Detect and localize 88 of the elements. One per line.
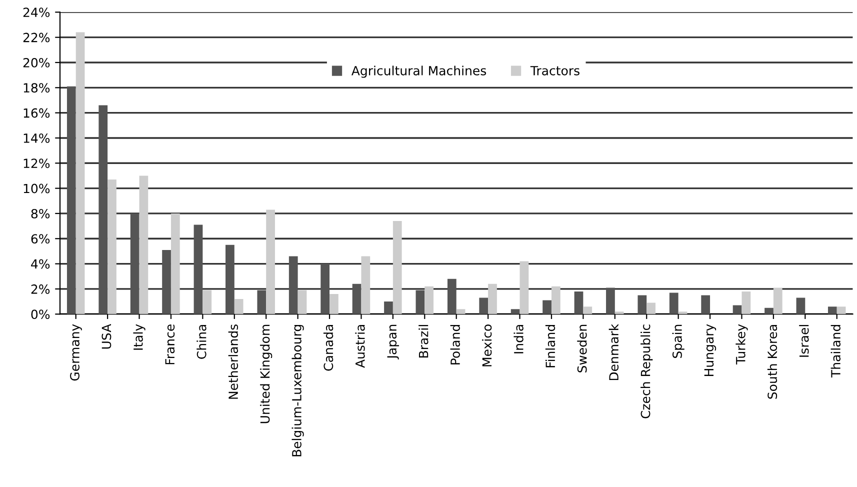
- bar: [202, 290, 212, 314]
- x-tick-label: Poland: [450, 324, 460, 364]
- x-tick-label: Netherlands: [228, 324, 238, 399]
- bar: [606, 288, 615, 314]
- bar: [773, 288, 782, 314]
- y-tick-label: 18%: [24, 83, 50, 93]
- bar: [678, 312, 688, 314]
- bar: [574, 291, 584, 314]
- x-tick-label: Canada: [323, 324, 334, 371]
- bar: [392, 221, 402, 314]
- bar: [701, 295, 710, 314]
- bar: [424, 286, 434, 314]
- x-tick-label: Thailand: [830, 324, 840, 378]
- bar: [352, 284, 362, 314]
- bar: [108, 180, 116, 314]
- bar: [732, 305, 742, 314]
- y-tick-label: 10%: [24, 184, 50, 194]
- y-tick-label: 6%: [31, 234, 50, 244]
- bar: [288, 256, 298, 314]
- bar: [170, 213, 180, 314]
- x-tick-label: Hungary: [704, 324, 716, 376]
- bar: [646, 302, 656, 314]
- bar: [742, 291, 751, 314]
- x-tick-label: Czech Republic: [640, 324, 653, 418]
- x-tick-label: Germany: [70, 324, 82, 381]
- bar: [76, 32, 85, 314]
- bar: [488, 284, 497, 314]
- legend-label: Tractors: [530, 66, 580, 76]
- y-tick-label: 14%: [24, 133, 50, 143]
- y-tick-label: 20%: [23, 58, 50, 68]
- y-tick-label: 8%: [31, 208, 50, 218]
- bar: [447, 278, 456, 314]
- x-tick-label: Denmark: [608, 324, 619, 380]
- x-tick-label: Finland: [545, 324, 556, 368]
- x-tick-label: United Kingdom: [260, 324, 272, 424]
- bar: [162, 250, 171, 314]
- x-tick-label: India: [514, 324, 524, 354]
- bar: [542, 300, 552, 314]
- bar: [479, 298, 488, 314]
- y-tick-label: 16%: [24, 108, 50, 118]
- x-tick-label: Japan: [387, 324, 399, 360]
- bar: [796, 298, 806, 314]
- x-tick-label: Belgium-Luxembourg: [292, 324, 304, 456]
- bar: [828, 306, 837, 314]
- bar: [384, 302, 393, 314]
- x-tick-label: Israel: [799, 325, 809, 357]
- x-tick-label: South Korea: [767, 324, 778, 399]
- bar: [98, 105, 108, 314]
- bar: [226, 244, 234, 314]
- x-tick-label: Spain: [672, 324, 684, 358]
- bar: [330, 294, 338, 314]
- bar: [194, 224, 203, 314]
- x-tick-label: Mexico: [482, 324, 492, 366]
- bar: [836, 306, 846, 314]
- y-tick-label: 2%: [31, 284, 50, 294]
- bar: [614, 312, 624, 314]
- bar: [130, 213, 140, 314]
- x-tick-label: Italy: [133, 324, 146, 350]
- x-tick-label: Brazil: [418, 325, 428, 358]
- bar: [551, 286, 560, 314]
- y-tick-label: 12%: [24, 158, 50, 168]
- bar: [257, 290, 266, 314]
- bar: [320, 264, 330, 314]
- y-tick-label: 0%: [31, 310, 50, 320]
- legend-label: Agricultural Machines: [351, 66, 486, 78]
- bar: [583, 306, 592, 314]
- x-tick-label: France: [165, 324, 175, 364]
- bar: [520, 261, 529, 314]
- bar: [669, 292, 678, 314]
- x-tick-label: Turkey: [736, 324, 748, 365]
- y-tick-label: 4%: [31, 259, 50, 269]
- bar: [764, 308, 774, 314]
- bar: [510, 309, 520, 314]
- bar: [456, 309, 466, 314]
- y-tick-label: 24%: [23, 8, 50, 18]
- x-tick-label: Austria: [355, 324, 365, 368]
- bar: [139, 176, 148, 314]
- x-tick-label: Sweden: [577, 324, 587, 372]
- bar: [298, 290, 307, 314]
- x-tick-label: USA: [102, 324, 112, 349]
- y-tick-label: 22%: [23, 32, 50, 42]
- x-tick-label: China: [196, 324, 206, 359]
- bar: [66, 86, 76, 314]
- bar: [416, 290, 425, 314]
- bar: [234, 299, 244, 314]
- bar: [266, 210, 275, 314]
- bar: [361, 256, 370, 314]
- bar: [638, 295, 647, 314]
